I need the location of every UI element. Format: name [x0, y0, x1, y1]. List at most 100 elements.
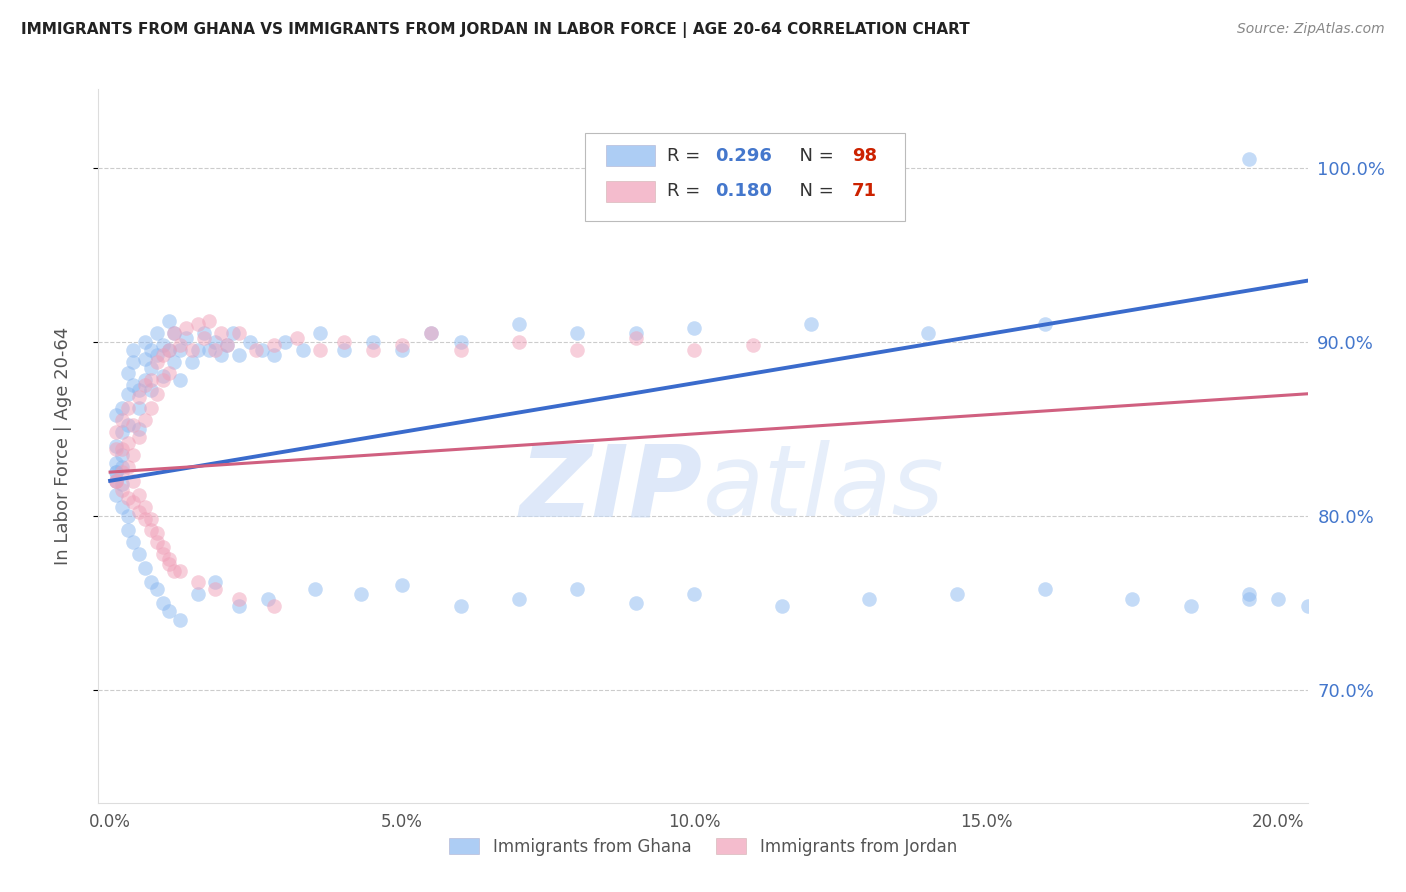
- Point: [917, 326, 939, 340]
- Point: [741, 338, 763, 352]
- Point: [104, 474, 127, 488]
- Point: [1296, 599, 1319, 614]
- Point: [683, 343, 706, 358]
- Point: [450, 599, 472, 614]
- Point: [508, 334, 530, 349]
- Point: [624, 326, 647, 340]
- Point: [228, 599, 250, 614]
- Point: [163, 564, 186, 578]
- Text: IMMIGRANTS FROM GHANA VS IMMIGRANTS FROM JORDAN IN LABOR FORCE | AGE 20-64 CORRE: IMMIGRANTS FROM GHANA VS IMMIGRANTS FROM…: [21, 22, 970, 38]
- Point: [198, 343, 221, 358]
- Point: [204, 582, 226, 596]
- Point: [174, 331, 197, 345]
- Point: [1033, 317, 1056, 331]
- Point: [128, 505, 150, 519]
- Point: [285, 331, 308, 345]
- Point: [858, 592, 880, 607]
- Text: 0.296: 0.296: [716, 146, 772, 164]
- Point: [291, 343, 314, 358]
- Text: 71: 71: [852, 182, 877, 200]
- Point: [111, 448, 134, 462]
- Text: R =: R =: [666, 146, 706, 164]
- Point: [567, 326, 589, 340]
- Point: [117, 401, 139, 415]
- Point: [187, 343, 209, 358]
- Bar: [606, 180, 655, 202]
- Point: [111, 477, 134, 491]
- Point: [204, 343, 226, 358]
- Point: [250, 343, 273, 358]
- Point: [222, 326, 245, 340]
- Point: [146, 582, 169, 596]
- Point: [163, 326, 186, 340]
- Point: [1237, 152, 1260, 166]
- Point: [152, 369, 174, 384]
- Bar: [606, 145, 655, 166]
- Point: [139, 401, 162, 415]
- Point: [391, 578, 413, 592]
- Point: [128, 430, 150, 444]
- Point: [193, 331, 215, 345]
- Point: [361, 343, 384, 358]
- Point: [228, 349, 250, 363]
- Point: [134, 413, 156, 427]
- Point: [1180, 599, 1202, 614]
- Point: [104, 465, 127, 479]
- Point: [263, 338, 285, 352]
- Point: [157, 343, 180, 358]
- Point: [122, 343, 145, 358]
- Point: [152, 547, 174, 561]
- Point: [174, 320, 197, 334]
- Point: [770, 599, 793, 614]
- Point: [624, 331, 647, 345]
- Point: [128, 547, 150, 561]
- Point: [1267, 592, 1289, 607]
- Y-axis label: In Labor Force | Age 20-64: In Labor Force | Age 20-64: [53, 326, 72, 566]
- Point: [800, 317, 823, 331]
- Text: Source: ZipAtlas.com: Source: ZipAtlas.com: [1237, 22, 1385, 37]
- Point: [215, 338, 238, 352]
- Point: [122, 448, 145, 462]
- Point: [420, 326, 443, 340]
- Text: ZIP: ZIP: [520, 441, 703, 537]
- Point: [117, 459, 139, 474]
- Point: [187, 574, 209, 589]
- Point: [111, 442, 134, 457]
- Point: [187, 587, 209, 601]
- Point: [134, 351, 156, 366]
- Point: [169, 343, 191, 358]
- Point: [157, 558, 180, 572]
- Point: [104, 474, 127, 488]
- Point: [245, 343, 267, 358]
- Point: [152, 338, 174, 352]
- Point: [450, 334, 472, 349]
- Text: atlas: atlas: [703, 441, 945, 537]
- Point: [683, 587, 706, 601]
- Point: [163, 355, 186, 369]
- Point: [128, 390, 150, 404]
- Point: [104, 442, 127, 457]
- Point: [134, 512, 156, 526]
- Point: [204, 574, 226, 589]
- Legend: Immigrants from Ghana, Immigrants from Jordan: Immigrants from Ghana, Immigrants from J…: [443, 831, 963, 863]
- Point: [180, 355, 202, 369]
- Point: [169, 338, 191, 352]
- Point: [567, 582, 589, 596]
- Point: [139, 512, 162, 526]
- Point: [139, 360, 162, 375]
- Point: [946, 587, 969, 601]
- Point: [117, 418, 139, 433]
- Point: [157, 604, 180, 618]
- Text: R =: R =: [666, 182, 706, 200]
- Point: [139, 384, 162, 398]
- Point: [146, 386, 169, 401]
- Point: [139, 574, 162, 589]
- Point: [239, 334, 262, 349]
- Point: [169, 564, 191, 578]
- Point: [332, 343, 354, 358]
- Point: [420, 326, 443, 340]
- Point: [104, 488, 127, 502]
- Point: [1237, 587, 1260, 601]
- Point: [104, 425, 127, 439]
- Point: [152, 596, 174, 610]
